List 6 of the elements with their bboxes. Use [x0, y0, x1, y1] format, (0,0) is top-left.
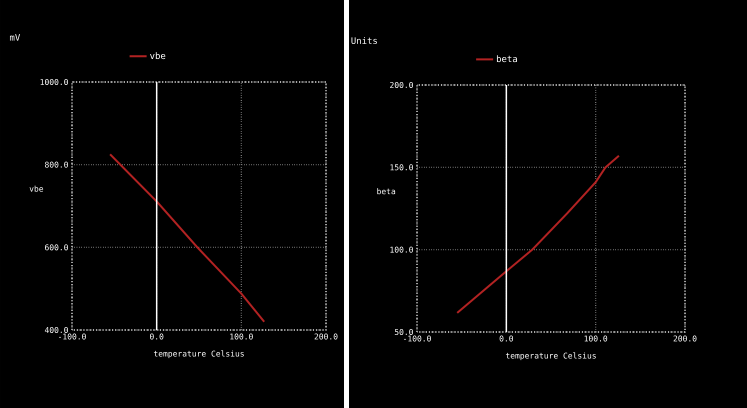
legend-label: vbe [150, 52, 166, 60]
text: Units [351, 37, 377, 44]
line-series [109, 153, 266, 323]
text: mV [10, 34, 20, 41]
legend-label: beta [496, 55, 517, 62]
line-series [456, 154, 620, 314]
